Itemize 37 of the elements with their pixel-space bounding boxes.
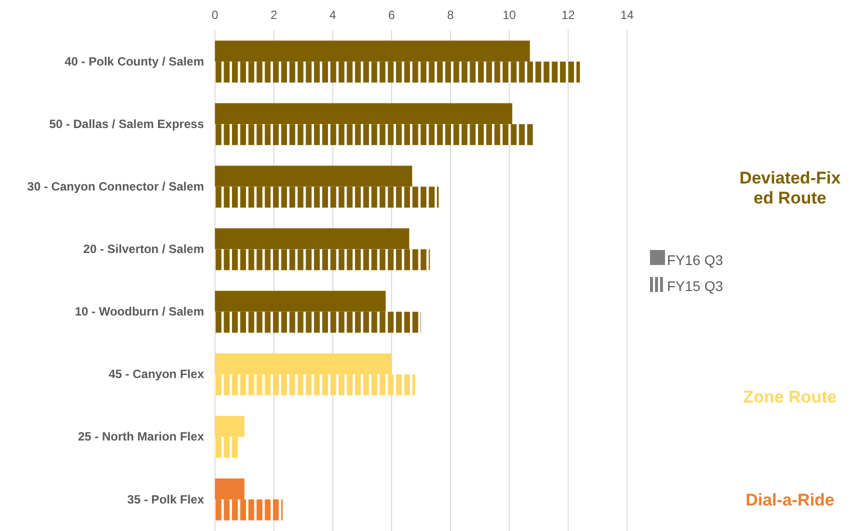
y-tick-label: 30 - Canyon Connector / Salem xyxy=(27,180,204,194)
bar xyxy=(215,416,244,437)
x-tick-label: 0 xyxy=(212,8,219,22)
text: Dial-a-Ride xyxy=(746,490,834,510)
y-tick-label: 20 - Silverton / Salem xyxy=(83,242,204,256)
x-tick-label: 6 xyxy=(388,8,396,22)
bar xyxy=(215,62,580,83)
bar xyxy=(215,166,412,187)
bar xyxy=(215,249,430,270)
text: Zone Route xyxy=(743,387,837,406)
y-tick-label: 45 - Canyon Flex xyxy=(108,367,204,382)
bar xyxy=(215,40,530,62)
bar xyxy=(215,186,439,208)
text: FY16 Q3 xyxy=(667,252,724,268)
x-tick-label: 4 xyxy=(329,8,336,22)
bar xyxy=(215,478,244,500)
bar xyxy=(215,124,533,146)
x-tick-label: 14 xyxy=(620,8,634,22)
y-tick-label: 35 - Polk Flex xyxy=(127,492,204,506)
x-tick-label: 8 xyxy=(447,8,454,22)
bar xyxy=(215,353,392,374)
y-tick-label: 25 - North Marion Flex xyxy=(78,430,204,444)
bar xyxy=(215,103,512,124)
y-tick-label: 40 - Polk County / Salem xyxy=(64,54,204,68)
y-tick-label: 10 - Woodburn / Salem xyxy=(74,304,204,319)
x-tick-label: 10 xyxy=(502,8,516,22)
x-tick-label: 2 xyxy=(270,8,278,22)
y-tick-label: 50 - Dallas / Salem Express xyxy=(49,116,204,131)
bar xyxy=(215,374,416,396)
bar xyxy=(215,312,421,333)
bar xyxy=(215,290,386,312)
text: FY15 Q3 xyxy=(667,278,724,294)
bar xyxy=(215,228,410,250)
text: Deviated-Fixed Route xyxy=(739,168,842,208)
x-tick-label: 12 xyxy=(561,8,576,22)
bar xyxy=(215,436,239,458)
bar xyxy=(215,499,283,520)
